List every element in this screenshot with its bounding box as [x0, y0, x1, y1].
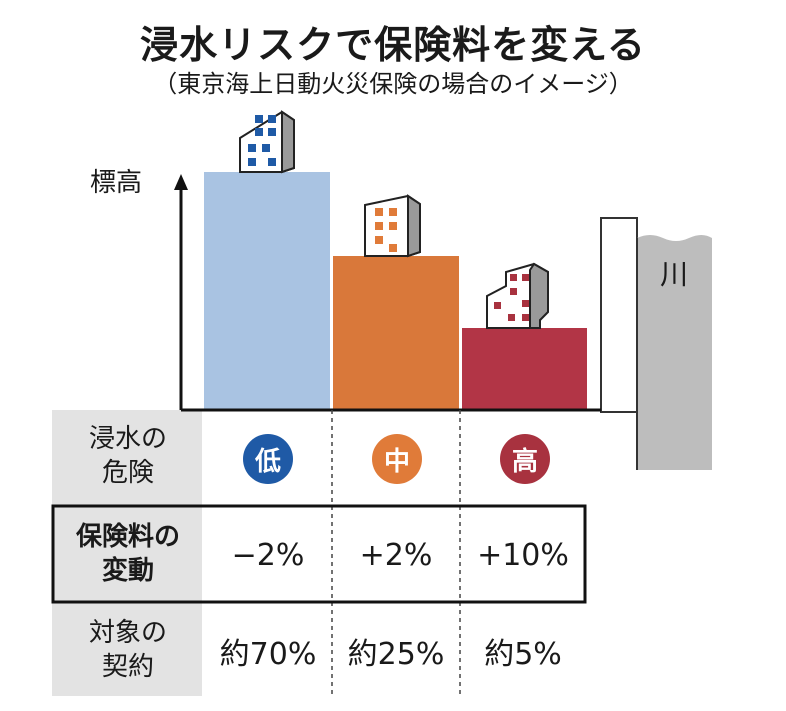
river-label: 川 [660, 258, 689, 291]
premium-change-mid: +2% [359, 537, 433, 573]
risk-badge-mid: 中 [372, 434, 422, 484]
contract-share-high: 約5% [484, 637, 562, 672]
premium-change-low: −2% [231, 537, 305, 573]
premium-change-high: +10% [477, 537, 569, 573]
contract-share-mid: 約25% [347, 637, 445, 672]
label-column-shade [52, 410, 202, 696]
page-title: 浸水リスクで保険料を変える [140, 23, 646, 67]
elevation-axis-arrow [174, 174, 188, 190]
row-label-risk: 浸水の 危険 [88, 424, 167, 488]
risk-badge-low: 低 [243, 434, 293, 484]
building-icon-low [239, 110, 295, 174]
premium-row-border [51, 504, 587, 604]
row-label-contracts: 対象の 契約 [88, 618, 167, 682]
risk-badge-high: 高 [500, 434, 550, 484]
bar-mid-risk [333, 256, 459, 410]
building-icon-high [486, 262, 549, 329]
row-label-premium: 保険料の 変動 [75, 522, 180, 586]
contract-share-low: 約70% [219, 637, 317, 672]
river-water [637, 235, 712, 470]
elevation-label: 標高 [90, 168, 143, 198]
building-icon-mid [364, 194, 421, 258]
bar-low-risk [204, 172, 330, 410]
river-bank-wall [600, 217, 638, 413]
page-subtitle: （東京海上日動火災保険の場合のイメージ） [153, 70, 633, 98]
bar-high-risk [462, 328, 587, 410]
